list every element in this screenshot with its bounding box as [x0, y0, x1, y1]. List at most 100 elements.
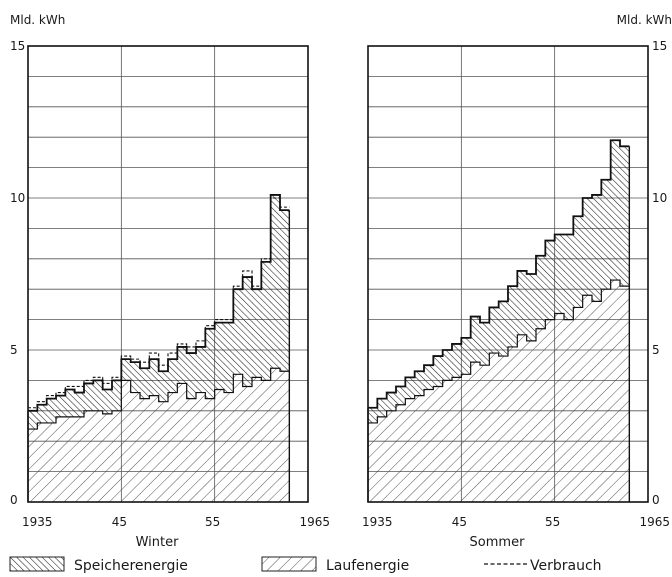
bar-laufenergie-1944 — [112, 410, 122, 502]
line-verbrauch — [368, 139, 630, 409]
bar-laufenergie-1953 — [196, 392, 206, 502]
bar-speicherenergie-1944 — [112, 380, 122, 411]
bar-speicherenergie-1945 — [121, 359, 131, 381]
x-tick-label: 55 — [205, 515, 220, 529]
bar-speicherenergie-1957 — [233, 289, 243, 375]
legend-label-verbrauch: Verbrauch — [530, 558, 602, 574]
bar-speicherenergie-1938 — [396, 386, 406, 405]
bar-laufenergie-1957 — [233, 374, 243, 502]
legend-label-laufenergie: Laufenergie — [326, 558, 409, 574]
bar-laufenergie-1941 — [84, 410, 94, 502]
x-tick-label: 1935 — [362, 515, 393, 529]
bar-speicherenergie-1948 — [489, 307, 499, 354]
bar-laufenergie-1949 — [158, 401, 169, 502]
bar-speicherenergie-1948 — [149, 359, 159, 396]
bar-speicherenergie-1961 — [610, 140, 621, 281]
legend-swatch-speicherenergie — [9, 556, 65, 572]
x-tick-label: 45 — [452, 515, 467, 529]
bar-laufenergie-1956 — [564, 319, 574, 502]
bar-speicherenergie-1955 — [214, 322, 225, 390]
bar-laufenergie-1936 — [377, 416, 387, 502]
bar-speicherenergie-1946 — [470, 316, 481, 363]
plot-frame — [367, 45, 649, 503]
y-tick-label: 5 — [10, 343, 18, 357]
x-tick-label: 1965 — [639, 515, 670, 529]
bar-speicherenergie-1961 — [270, 194, 281, 369]
bar-laufenergie-1940 — [414, 395, 425, 502]
bar-speicherenergie-1941 — [84, 383, 94, 411]
bar-laufenergie-1958 — [242, 386, 253, 502]
bar-laufenergie-1942 — [93, 410, 103, 502]
bar-laufenergie-1956 — [224, 392, 234, 502]
bar-speicherenergie-1946 — [130, 362, 141, 393]
bar-speicherenergie-1937 — [386, 392, 397, 411]
bar-laufenergie-1937 — [46, 422, 57, 502]
bar-laufenergie-1943 — [102, 413, 113, 502]
bar-speicherenergie-1956 — [564, 234, 574, 320]
bar-laufenergie-1960 — [601, 289, 611, 502]
bar-speicherenergie-1958 — [582, 198, 593, 296]
bar-laufenergie-1942 — [433, 386, 443, 502]
x-tick-label: 45 — [112, 515, 127, 529]
bar-speicherenergie-1949 — [158, 371, 169, 402]
x-tick-label: 1935 — [22, 515, 53, 529]
bar-laufenergie-1936 — [37, 422, 47, 502]
bar-speicherenergie-1937 — [46, 398, 57, 423]
bar-laufenergie-1954 — [545, 319, 555, 502]
bar-speicherenergie-1953 — [196, 346, 206, 393]
y-tick-label: 5 — [652, 343, 660, 357]
bar-speicherenergie-1954 — [545, 240, 555, 320]
y-tick-label: 15 — [10, 39, 25, 53]
bar-speicherenergie-1955 — [554, 234, 565, 314]
bar-speicherenergie-1936 — [377, 398, 387, 417]
bar-speicherenergie-1962 — [280, 210, 290, 372]
bar-laufenergie-1948 — [489, 353, 499, 502]
bar-speicherenergie-1951 — [177, 346, 187, 384]
y-tick-label: 15 — [652, 39, 667, 53]
bar-speicherenergie-1940 — [414, 371, 425, 396]
plot-frame — [27, 45, 309, 503]
bar-laufenergie-1937 — [386, 410, 397, 502]
bar-laufenergie-1946 — [470, 362, 481, 502]
bar-laufenergie-1959 — [252, 377, 262, 502]
bar-laufenergie-1955 — [554, 313, 565, 502]
y-axis-unit-label: Mld. kWh — [617, 13, 672, 27]
bar-laufenergie-1962 — [620, 286, 630, 502]
bar-speicherenergie-1960 — [261, 261, 271, 381]
bar-speicherenergie-1952 — [186, 353, 197, 399]
line-verbrauch — [28, 197, 290, 409]
bar-laufenergie-1947 — [480, 365, 490, 502]
bar-speicherenergie-1956 — [224, 322, 234, 393]
bar-laufenergie-1957 — [573, 307, 583, 502]
y-tick-label: 0 — [652, 493, 660, 507]
legend: Speicherenergie Laufenergie Verbrauch — [9, 556, 602, 574]
bar-laufenergie-1955 — [214, 389, 225, 502]
bar-speicherenergie-1953 — [536, 255, 546, 329]
bar-laufenergie-1945 — [121, 380, 131, 502]
bar-speicherenergie-1957 — [573, 216, 583, 308]
bar-laufenergie-1941 — [424, 389, 434, 502]
bar-laufenergie-1950 — [168, 392, 178, 502]
bar-speicherenergie-1947 — [140, 368, 150, 399]
bar-speicherenergie-1960 — [601, 179, 611, 290]
line-laufenergie-top — [28, 367, 290, 430]
bar-laufenergie-1947 — [140, 398, 150, 502]
legend-swatch-laufenergie — [261, 556, 317, 572]
bar-speicherenergie-1938 — [56, 395, 66, 417]
y-axis-unit-label: Mld. kWh — [10, 13, 65, 27]
bar-laufenergie-1943 — [442, 380, 453, 502]
bar-laufenergie-1944 — [452, 377, 462, 502]
bar-laufenergie-1938 — [396, 404, 406, 502]
bar-speicherenergie-1959 — [252, 289, 262, 378]
bar-speicherenergie-1939 — [65, 389, 75, 417]
bar-laufenergie-1958 — [582, 295, 593, 502]
bar-speicherenergie-1944 — [452, 343, 462, 378]
bar-speicherenergie-1950 — [168, 359, 178, 393]
bar-laufenergie-1950 — [508, 346, 518, 502]
bar-speicherenergie-1942 — [93, 380, 103, 411]
bar-laufenergie-1949 — [498, 356, 509, 502]
bar-speicherenergie-1952 — [526, 274, 537, 341]
bar-laufenergie-1954 — [205, 398, 215, 502]
bar-laufenergie-1953 — [536, 328, 546, 502]
legend-label-speicherenergie: Speicherenergie — [74, 558, 188, 574]
